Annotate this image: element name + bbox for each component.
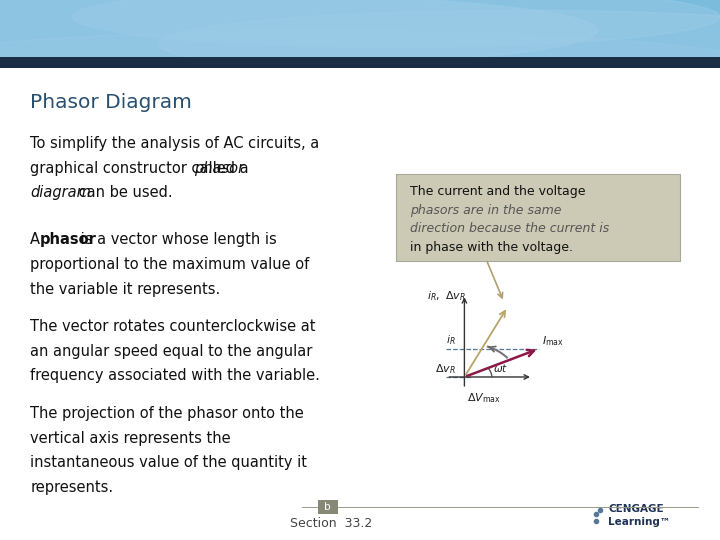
Text: A: A	[30, 232, 45, 247]
Bar	[0, 57, 720, 68]
Text: The vector rotates counterclockwise at: The vector rotates counterclockwise at	[30, 319, 316, 334]
Text: graphical constructor called a: graphical constructor called a	[30, 160, 253, 176]
Text: phasor: phasor	[40, 232, 96, 247]
Text: Learning™: Learning™	[608, 517, 670, 527]
Text: phasors are in the same: phasors are in the same	[410, 204, 561, 217]
Text: $\Delta v_R$: $\Delta v_R$	[435, 362, 456, 376]
Text: proportional to the maximum value of: proportional to the maximum value of	[30, 257, 310, 272]
Text: is a vector whose length is: is a vector whose length is	[76, 232, 277, 247]
Text: an angular speed equal to the angular: an angular speed equal to the angular	[30, 344, 312, 359]
Text: Section  33.2: Section 33.2	[290, 517, 372, 530]
FancyBboxPatch shape	[396, 174, 680, 261]
Text: the variable it represents.: the variable it represents.	[30, 281, 220, 296]
Circle shape	[0, 0, 598, 68]
Text: To simplify the analysis of AC circuits, a: To simplify the analysis of AC circuits,…	[30, 136, 320, 151]
Text: phasor: phasor	[194, 160, 244, 176]
Text: represents.: represents.	[30, 480, 113, 495]
Text: can be used.: can be used.	[74, 185, 173, 200]
FancyBboxPatch shape	[318, 500, 338, 514]
Text: Phasor Diagram: Phasor Diagram	[30, 93, 192, 112]
Text: $i_R,\ \Delta v_R$: $i_R,\ \Delta v_R$	[427, 289, 466, 303]
Text: in phase with the voltage.: in phase with the voltage.	[410, 241, 572, 254]
Text: vertical axis represents the: vertical axis represents the	[30, 431, 231, 446]
Text: CENGAGE: CENGAGE	[608, 504, 664, 514]
Text: $i_R$: $i_R$	[446, 333, 456, 347]
Text: The current and the voltage: The current and the voltage	[410, 185, 585, 198]
Text: The projection of the phasor onto the: The projection of the phasor onto the	[30, 406, 304, 421]
Text: instantaneous value of the quantity it: instantaneous value of the quantity it	[30, 455, 307, 470]
Text: frequency associated with the variable.: frequency associated with the variable.	[30, 368, 320, 383]
Circle shape	[72, 0, 720, 47]
Text: $\omega t$: $\omega t$	[493, 362, 508, 374]
Text: $\Delta V_{\rm max}$: $\Delta V_{\rm max}$	[467, 391, 501, 405]
Text: diagram: diagram	[30, 185, 91, 200]
Circle shape	[0, 30, 720, 118]
Text: direction because the current is: direction because the current is	[410, 222, 609, 235]
Circle shape	[158, 10, 720, 78]
Text: $I_{\rm max}$: $I_{\rm max}$	[542, 334, 564, 348]
Text: b: b	[324, 502, 331, 512]
